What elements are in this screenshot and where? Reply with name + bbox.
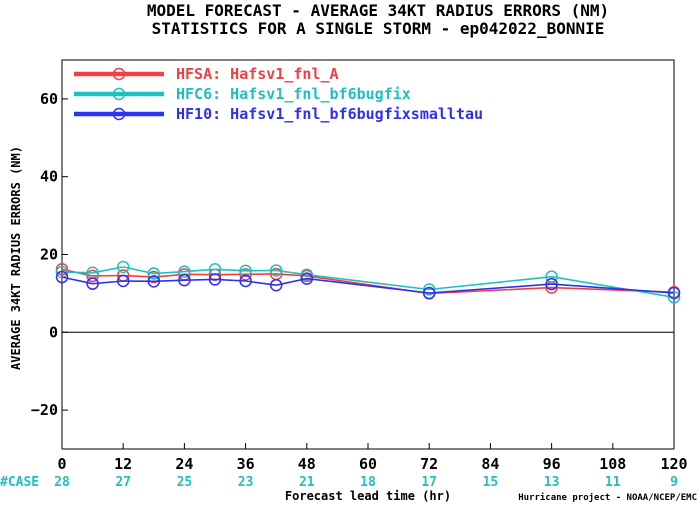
x-tick-label: 48	[298, 455, 316, 473]
case-count: 25	[177, 475, 193, 490]
series-layer	[55, 260, 681, 304]
case-count: 15	[483, 475, 499, 490]
series-point	[239, 264, 252, 278]
x-tick-label: 84	[481, 455, 499, 473]
legend-label: HF10: Hafsv1_fnl_bf6bugfixsmalltau	[176, 105, 483, 123]
series-point	[147, 270, 161, 284]
series-point	[239, 274, 252, 288]
case-count: 13	[544, 475, 560, 490]
series-point	[86, 269, 99, 283]
legend-marker	[112, 67, 126, 81]
legend: HFSA: Hafsv1_fnl_A HFC6: Hafsv1_fnl_bf6bu…	[74, 65, 483, 123]
case-count: 23	[238, 475, 254, 490]
legend-label: HFSA: Hafsv1_fnl_A	[176, 65, 339, 83]
series-point	[667, 286, 681, 300]
x-tick-label: 108	[599, 455, 626, 473]
case-label: #CASE	[0, 475, 39, 490]
series-point	[208, 263, 222, 276]
case-counts: #CASE 28 27 25 23 21 18 17 15 13 11 9	[0, 475, 678, 490]
case-count: 27	[115, 475, 131, 490]
case-count: 11	[605, 475, 621, 490]
chart-title-line-1: MODEL FORECAST - AVERAGE 34KT RADIUS ERR…	[147, 1, 609, 20]
series-point	[55, 270, 69, 284]
y-tick-label: 20	[40, 246, 58, 264]
x-tick-label: 60	[359, 455, 377, 473]
ticks-layer: −20 0 20 40 60 0 12 24 36 48 60 72 84 96 108 120	[31, 90, 688, 473]
series-point	[422, 286, 436, 300]
y-tick-label: 60	[40, 90, 58, 108]
case-count: 9	[670, 475, 678, 490]
case-count: 17	[421, 475, 437, 490]
series-point	[300, 268, 314, 281]
legend-label: HFC6: Hafsv1_fnl_bf6bugfix	[176, 85, 411, 103]
x-tick-label: 72	[420, 455, 438, 473]
chart-title-line-2: STATISTICS FOR A SINGLE STORM - ep042022…	[152, 19, 605, 38]
credit-text: Hurricane project - NOAA/NCEP/EMC	[518, 492, 697, 503]
x-tick-label: 0	[57, 455, 66, 473]
legend-marker	[112, 107, 126, 121]
case-count: 28	[54, 475, 70, 490]
series-point	[422, 283, 436, 296]
legend-marker	[112, 87, 126, 101]
y-tick-label: −20	[31, 401, 58, 419]
case-count: 21	[299, 475, 315, 490]
series-point	[116, 274, 130, 288]
y-tick-label: 40	[40, 168, 58, 186]
series-point	[147, 275, 161, 288]
series-point	[545, 270, 558, 283]
x-tick-label: 96	[543, 455, 561, 473]
x-tick-label: 36	[237, 455, 255, 473]
series-point	[116, 260, 130, 274]
series-point	[147, 267, 161, 280]
series-point	[300, 272, 314, 285]
series-point	[269, 278, 283, 292]
x-tick-label: 12	[114, 455, 132, 473]
series-point	[667, 291, 681, 304]
y-axis-title: AVERAGE 34KT RADIUS ERRORS (NM)	[9, 146, 23, 370]
series-point	[178, 265, 191, 278]
series-point	[178, 273, 191, 287]
x-axis-title: Forecast lead time (hr)	[285, 489, 451, 503]
series-point	[545, 277, 558, 291]
case-count: 18	[360, 475, 376, 490]
series-point	[86, 277, 99, 290]
x-tick-label: 120	[660, 455, 687, 473]
series-point	[269, 264, 283, 277]
series-point	[239, 268, 252, 281]
series-point	[208, 273, 222, 286]
y-tick-label: 0	[49, 323, 58, 341]
x-tick-label: 24	[175, 455, 193, 473]
